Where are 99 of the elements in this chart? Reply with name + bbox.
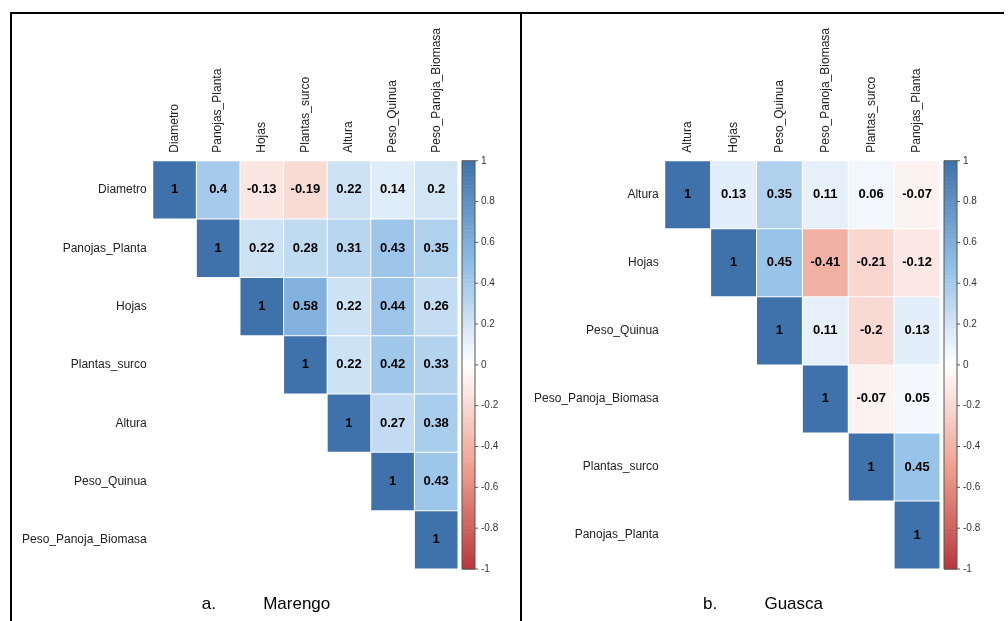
color-bar-label: 1 bbox=[481, 154, 487, 166]
color-bar-label: -1 bbox=[963, 562, 973, 574]
color-bar-label: 0 bbox=[963, 358, 969, 370]
color-bar-label: 0.6 bbox=[963, 236, 978, 248]
data-label: -0.41 bbox=[810, 254, 841, 270]
color-bar-label: 0.2 bbox=[481, 317, 496, 329]
color-bar-label: 0.8 bbox=[963, 195, 978, 207]
data-label: 0.06 bbox=[858, 186, 884, 202]
color-bar-label: 0.6 bbox=[481, 236, 496, 248]
data-label: 1 bbox=[775, 322, 784, 338]
color-bar-label: -0.8 bbox=[481, 521, 499, 533]
color-bar-label: -0.2 bbox=[963, 399, 981, 411]
data-label: 0.58 bbox=[292, 298, 319, 314]
data-label: -0.07 bbox=[856, 390, 887, 406]
data-label: 0.4 bbox=[209, 181, 228, 197]
y-tick-label: Peso_Quinua bbox=[586, 323, 660, 338]
y-tick-label: Plantas_surco bbox=[582, 459, 660, 474]
data-label: 0.27 bbox=[379, 414, 406, 430]
data-label: 0.11 bbox=[813, 322, 838, 338]
x-tick-label: Plantas_surco bbox=[297, 76, 312, 153]
data-label: 0.44 bbox=[379, 298, 407, 314]
text: a. Marengo bbox=[201, 593, 331, 613]
data-label: 1 bbox=[684, 186, 692, 202]
data-label: 1 bbox=[345, 414, 353, 430]
data-label: -0.19 bbox=[290, 181, 321, 197]
color-bar-label: -1 bbox=[481, 562, 491, 574]
data-label: 0.38 bbox=[423, 414, 449, 430]
data-label: -0.2 bbox=[859, 322, 883, 338]
color-bar-label: 0.8 bbox=[481, 195, 496, 207]
color-bar-label: -0.6 bbox=[481, 481, 499, 493]
data-label: 1 bbox=[170, 181, 179, 197]
data-label: 0.2 bbox=[427, 181, 446, 197]
data-label: 1 bbox=[214, 239, 222, 255]
x-tick-label: Peso_Panoja_Biomasa bbox=[817, 27, 832, 153]
color-bar-label: 0.4 bbox=[963, 276, 978, 288]
data-label: 1 bbox=[867, 458, 875, 474]
x-tick-label: Hojas bbox=[725, 122, 740, 153]
x-tick-label: Plantas_surco bbox=[863, 76, 878, 153]
color-bar-label: -0.4 bbox=[481, 440, 499, 452]
x-tick-label: Panojas_Planta bbox=[909, 68, 924, 153]
color-bar-label: -0.2 bbox=[481, 399, 499, 411]
data-label: 0.43 bbox=[423, 473, 449, 489]
color-bar-label: 0.4 bbox=[481, 276, 496, 288]
y-tick-label: Diametro bbox=[98, 182, 148, 197]
data-label: 1 bbox=[432, 531, 440, 547]
data-label: 0.13 bbox=[720, 186, 747, 202]
data-label: 0.26 bbox=[423, 298, 449, 314]
data-label: 0.11 bbox=[813, 186, 838, 202]
color-bar-label: -0.8 bbox=[963, 521, 981, 533]
color-bar-label: 0.2 bbox=[963, 317, 978, 329]
data-label: 0.33 bbox=[423, 356, 449, 372]
data-label: 0.35 bbox=[423, 239, 449, 255]
y-tick-label: Peso_Quinua bbox=[74, 473, 148, 488]
x-tick-label: Peso_Quinua bbox=[384, 79, 399, 153]
data-label: 0.45 bbox=[904, 458, 930, 474]
data-label: 0.45 bbox=[766, 254, 793, 270]
y-tick-label: Altura bbox=[115, 415, 148, 430]
data-label: 0.13 bbox=[904, 322, 930, 338]
data-label: -0.12 bbox=[902, 254, 932, 270]
y-tick-label: Plantas_surco bbox=[70, 357, 148, 372]
x-tick-label: Hojas bbox=[254, 122, 269, 153]
data-label: 0.28 bbox=[292, 239, 319, 255]
data-label: 0.22 bbox=[336, 356, 362, 372]
data-label: 1 bbox=[729, 254, 738, 270]
y-tick-label: Peso_Panoja_Biomasa bbox=[21, 532, 148, 547]
x-tick-label: Altura bbox=[680, 121, 694, 153]
data-label: 1 bbox=[821, 390, 829, 406]
data-label: 1 bbox=[913, 526, 921, 542]
data-label: 0.14 bbox=[379, 181, 407, 197]
y-tick-label: Hojas bbox=[116, 298, 147, 313]
x-tick-label: Panojas_Planta bbox=[210, 68, 225, 153]
data-label: 1 bbox=[301, 356, 309, 372]
x-tick-label: Peso_Quinua bbox=[771, 79, 786, 153]
x-tick-label: Altura bbox=[341, 121, 356, 153]
data-label: 0.35 bbox=[766, 186, 793, 202]
color-bar-label: 1 bbox=[963, 154, 969, 166]
data-label: 0.43 bbox=[379, 239, 406, 255]
x-tick-label: Diametro bbox=[166, 103, 181, 153]
data-label: 1 bbox=[258, 298, 266, 314]
data-label: 0.42 bbox=[379, 356, 406, 372]
data-label: -0.21 bbox=[856, 254, 887, 270]
y-tick-label: Peso_Panoja_Biomasa bbox=[533, 391, 660, 406]
color-bar-label: -0.6 bbox=[963, 481, 981, 493]
y-tick-label: Panojas_Planta bbox=[574, 527, 660, 542]
data-label: 1 bbox=[388, 473, 397, 489]
data-label: 0.22 bbox=[249, 239, 275, 255]
x-tick-label: Peso_Panoja_Biomasa bbox=[428, 27, 443, 153]
data-label: 0.05 bbox=[904, 390, 930, 406]
data-label: 0.31 bbox=[336, 239, 362, 255]
y-tick-label: Hojas bbox=[628, 255, 659, 270]
color-bar-label: 0 bbox=[481, 358, 487, 370]
data-label: -0.13 bbox=[246, 181, 277, 197]
color-bar-label: -0.4 bbox=[963, 440, 981, 452]
y-tick-label: Altura bbox=[627, 187, 660, 202]
y-tick-label: Panojas_Planta bbox=[62, 240, 148, 255]
data-label: 0.22 bbox=[336, 298, 362, 314]
data-label: 0.22 bbox=[336, 181, 362, 197]
data-label: -0.07 bbox=[902, 186, 932, 202]
text: b. Guasca bbox=[703, 593, 824, 613]
